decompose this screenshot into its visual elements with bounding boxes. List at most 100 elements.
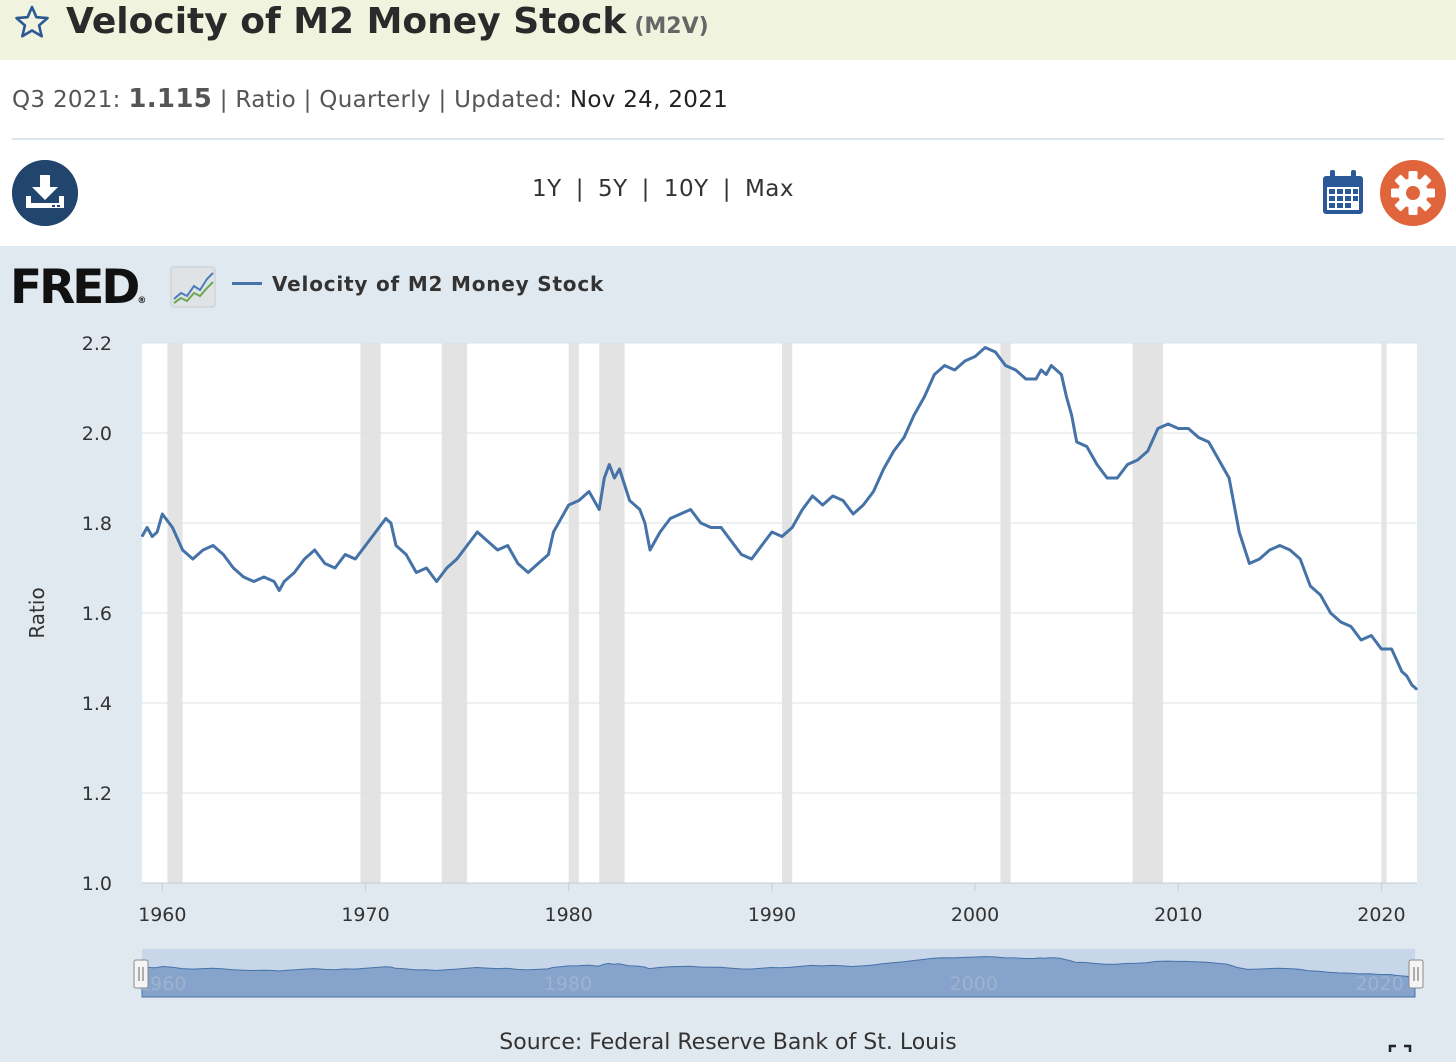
data-point <box>1137 459 1139 461</box>
data-point <box>171 526 174 529</box>
data-point <box>385 517 387 520</box>
y-tick-label: 1.4 <box>82 693 112 715</box>
data-point <box>212 544 214 547</box>
data-point <box>375 531 377 533</box>
divider <box>12 138 1444 140</box>
data-point <box>588 490 590 493</box>
data-point <box>1228 477 1230 479</box>
data-point <box>1248 562 1250 565</box>
x-axis: 1960 1970 1980 1990 2000 2010 2020 <box>138 883 1406 926</box>
settings-button[interactable] <box>1380 160 1446 226</box>
data-point <box>598 508 600 511</box>
data-point <box>791 526 793 529</box>
x-tick-label: 2020 <box>1357 904 1405 926</box>
data-point <box>669 517 671 520</box>
data-point <box>1035 378 1037 380</box>
data-point <box>883 468 885 470</box>
data-point <box>720 526 722 529</box>
data-point <box>364 544 367 547</box>
updated-label: Updated: <box>454 87 563 113</box>
data-point <box>547 553 550 556</box>
data-point <box>415 571 417 574</box>
data-point <box>354 558 356 560</box>
data-point <box>552 531 555 533</box>
range-separator: | <box>641 176 650 202</box>
data-point <box>486 540 488 542</box>
data-point <box>1096 463 1098 466</box>
data-point <box>436 580 438 583</box>
fred-chart-icon <box>170 266 216 308</box>
frequency-label: Quarterly <box>319 87 431 113</box>
data-point <box>822 504 824 506</box>
navigator-left-handle[interactable] <box>133 959 149 989</box>
date-range-selector: 1Y | 5Y | 10Y | Max <box>532 176 794 202</box>
data-point <box>390 522 392 524</box>
x-tick-label: 1990 <box>748 904 796 926</box>
data-point <box>425 567 428 569</box>
series-line <box>140 346 1418 691</box>
calendar-icon[interactable] <box>1320 168 1366 216</box>
meta-separator: | <box>303 87 312 113</box>
data-point <box>222 553 224 556</box>
download-icon <box>26 175 64 208</box>
chart-legend[interactable]: Velocity of M2 Money Stock <box>232 272 604 296</box>
data-point <box>618 468 621 470</box>
data-point <box>563 513 565 515</box>
data-point <box>253 580 255 583</box>
data-point <box>466 544 468 547</box>
data-point <box>944 364 946 367</box>
data-point <box>1370 634 1372 637</box>
range-max-button[interactable]: Max <box>744 176 795 202</box>
data-point <box>192 558 194 560</box>
data-point <box>801 508 804 511</box>
data-point <box>517 562 519 565</box>
favorite-star-icon[interactable] <box>14 4 50 40</box>
navigator-label: 2000 <box>950 973 998 995</box>
data-point <box>1299 558 1301 560</box>
data-point <box>1198 436 1200 439</box>
data-point <box>862 504 864 506</box>
data-point <box>156 531 158 533</box>
data-point <box>293 571 295 574</box>
data-point <box>730 540 732 542</box>
data-point <box>781 535 783 538</box>
data-point <box>263 576 265 578</box>
data-point <box>923 396 925 398</box>
download-button[interactable] <box>12 160 78 226</box>
data-point <box>568 504 570 506</box>
units-label: Ratio <box>235 87 296 113</box>
data-point <box>507 544 509 547</box>
data-point <box>1187 427 1189 430</box>
navigator-label: 1960 <box>138 973 186 995</box>
x-tick-label: 1970 <box>341 904 389 926</box>
navigator[interactable]: 1960 1980 2000 2020 <box>133 949 1424 998</box>
data-point <box>324 562 326 565</box>
range-1y-button[interactable]: 1Y <box>532 176 562 202</box>
data-point <box>303 558 306 560</box>
range-5y-button[interactable]: 5Y <box>597 176 628 202</box>
data-point <box>1004 364 1007 367</box>
data-point <box>527 571 529 574</box>
data-point <box>974 355 976 358</box>
data-point <box>141 535 143 538</box>
data-point <box>608 463 610 466</box>
updated-date: Nov 24, 2021 <box>569 87 729 113</box>
navigator-right-handle[interactable] <box>1408 959 1424 989</box>
x-tick-label: 1960 <box>138 904 186 926</box>
range-10y-button[interactable]: 10Y <box>663 176 709 202</box>
data-point <box>751 558 753 560</box>
data-point <box>659 531 661 533</box>
gear-icon <box>1391 171 1435 215</box>
data-point <box>1340 621 1342 623</box>
series-points <box>141 346 1418 691</box>
fullscreen-icon[interactable] <box>1388 1044 1412 1062</box>
data-point <box>1309 585 1311 587</box>
meta-separator: | <box>219 87 228 113</box>
data-point <box>1050 364 1052 367</box>
data-point <box>314 549 316 551</box>
data-point <box>984 346 986 349</box>
registered-mark: ® <box>137 296 147 306</box>
data-point <box>283 580 285 583</box>
data-point <box>537 562 539 565</box>
data-point <box>202 549 204 551</box>
